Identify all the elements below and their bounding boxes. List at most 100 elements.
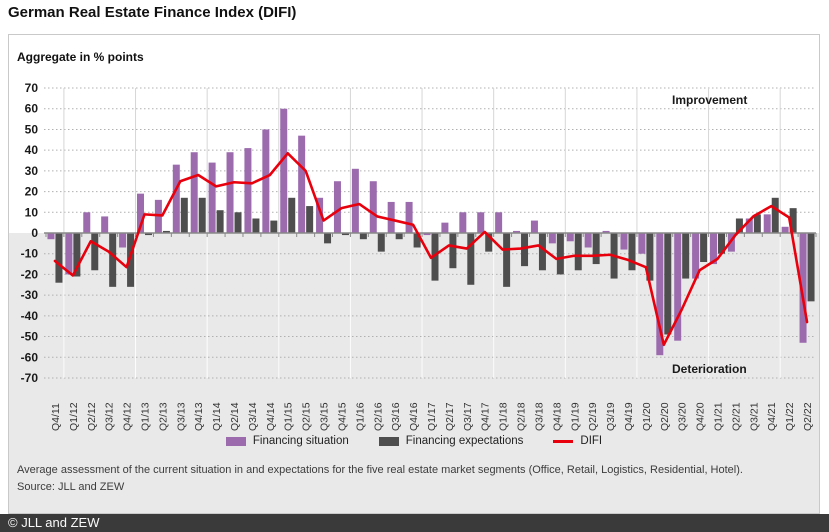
bar-financing-expectations <box>485 233 493 252</box>
x-tick-label: Q3/12 <box>104 402 116 431</box>
x-tick-label: Q3/17 <box>462 402 474 431</box>
bar-financing-expectations <box>503 233 511 287</box>
x-tick-label: Q4/16 <box>408 402 420 431</box>
bar-financing-expectations <box>789 208 797 233</box>
copyright-bar: © JLL and ZEW <box>0 514 829 532</box>
x-tick-label: Q3/13 <box>175 402 187 431</box>
difi-line <box>53 151 809 347</box>
footnote-line1: Average assessment of the current situat… <box>17 464 743 476</box>
x-tick-label: Q2/17 <box>444 402 456 431</box>
bar-financing-expectations <box>73 233 81 277</box>
bar-financing-situation <box>351 168 359 233</box>
x-tick-label: Q4/20 <box>695 402 707 431</box>
bar-financing-expectations <box>753 214 761 233</box>
page-title: German Real Estate Finance Index (DIFI) <box>8 4 297 21</box>
bar-financing-situation <box>495 212 503 233</box>
bar-financing-situation <box>763 214 771 233</box>
x-tick-label: Q3/21 <box>748 402 760 431</box>
x-tick-label: Q3/16 <box>390 402 402 431</box>
bar-financing-situation <box>65 233 73 275</box>
x-tick-label: Q2/19 <box>587 402 599 431</box>
bar-financing-situation <box>710 233 718 265</box>
legend-item-expectations: Financing expectations <box>378 435 523 447</box>
bar-financing-expectations <box>431 233 439 281</box>
x-tick-label: Q1/18 <box>498 402 510 431</box>
bar-financing-situation <box>298 135 306 233</box>
bar-financing-situation <box>674 233 682 341</box>
y-tick-label: -10 <box>21 247 39 261</box>
bar-financing-situation <box>513 230 521 233</box>
legend-item-situation: Financing situation <box>225 435 349 447</box>
bar-financing-expectations <box>771 197 779 233</box>
bar-financing-situation <box>119 233 127 248</box>
x-tick-label: Q1/15 <box>283 402 295 431</box>
x-tick-label: Q4/11 <box>50 403 62 431</box>
bar-financing-expectations <box>359 233 367 240</box>
y-tick-label: 70 <box>25 81 39 95</box>
x-tick-label: Q1/14 <box>211 402 223 431</box>
bar-financing-expectations <box>55 233 63 283</box>
bar-financing-expectations <box>413 233 421 248</box>
bar-financing-situation <box>530 220 538 233</box>
bar-financing-expectations <box>646 233 654 281</box>
x-tick-label: Q2/14 <box>229 402 241 431</box>
chart-legend: Financing situation Financing expectatio… <box>9 435 819 447</box>
bar-financing-expectations <box>449 233 457 269</box>
x-tick-label: Q1/22 <box>784 402 796 431</box>
x-tick-label: Q4/19 <box>623 402 635 431</box>
x-tick-label: Q3/20 <box>677 402 689 431</box>
bar-financing-situation <box>136 193 144 233</box>
bar-financing-expectations <box>395 233 403 240</box>
x-tick-label: Q1/21 <box>713 402 725 431</box>
x-tick-label: Q4/18 <box>551 402 563 431</box>
bar-financing-expectations <box>198 197 206 233</box>
bar-financing-expectations <box>91 233 99 271</box>
bar-financing-situation <box>620 233 628 250</box>
y-tick-label: -60 <box>21 350 39 364</box>
y-tick-label: 20 <box>25 185 39 199</box>
x-tick-label: Q2/18 <box>516 402 528 431</box>
bar-financing-expectations <box>718 233 726 254</box>
bar-financing-expectations <box>467 233 475 285</box>
bar-financing-situation <box>83 212 91 233</box>
x-tick-label: Q2/13 <box>157 402 169 431</box>
difi-chart: 70 60 50 40 30 20 10 0 -10 -20 -30 -40 -50 -60 -70 Q4/1… <box>9 81 819 513</box>
bar-financing-expectations <box>574 233 582 271</box>
bar-financing-expectations <box>628 233 636 271</box>
bar-financing-expectations <box>700 233 708 262</box>
bar-financing-situation <box>423 233 431 236</box>
legend-difi-label: DIFI <box>580 435 603 447</box>
x-tick-label: Q2/15 <box>301 402 313 431</box>
x-tick-label: Q2/16 <box>372 402 384 431</box>
bar-financing-situation <box>244 148 252 233</box>
x-tick-label: Q4/15 <box>337 402 349 431</box>
negative-region <box>9 233 819 513</box>
y-tick-label: 40 <box>25 143 39 157</box>
y-tick-label: 50 <box>25 122 39 136</box>
bar-financing-expectations <box>216 210 224 233</box>
bar-financing-situation <box>387 201 395 233</box>
x-tick-label: Q2/12 <box>86 402 98 431</box>
bar-financing-situation <box>781 226 789 233</box>
bar-financing-situation <box>226 152 234 233</box>
y-tick-label: 10 <box>25 205 39 219</box>
x-tick-label: Q4/17 <box>480 402 492 431</box>
bar-financing-expectations <box>306 206 314 233</box>
bar-financing-situation <box>333 181 341 233</box>
y-tick-label: 30 <box>25 164 39 178</box>
bar-financing-situation <box>369 181 377 233</box>
deterioration-annotation: Deterioration <box>672 362 747 376</box>
chart-card: Aggregate in % points 70 60 50 40 30 20 10 0 -10… <box>8 34 820 514</box>
y-tick-label: 60 <box>25 102 39 116</box>
footnote-line2: Source: JLL and ZEW <box>17 481 125 493</box>
x-tick-label: Q1/19 <box>569 402 581 431</box>
bar-financing-situation <box>172 164 180 233</box>
bar-financing-expectations <box>807 233 815 302</box>
bar-financing-situation <box>799 233 807 343</box>
y-tick-label: -50 <box>21 330 39 344</box>
axis-unit-label: Aggregate in % points <box>17 50 144 64</box>
bar-financing-situation <box>656 233 664 356</box>
bar-financing-expectations <box>109 233 117 287</box>
bar-financing-situation <box>280 108 288 233</box>
